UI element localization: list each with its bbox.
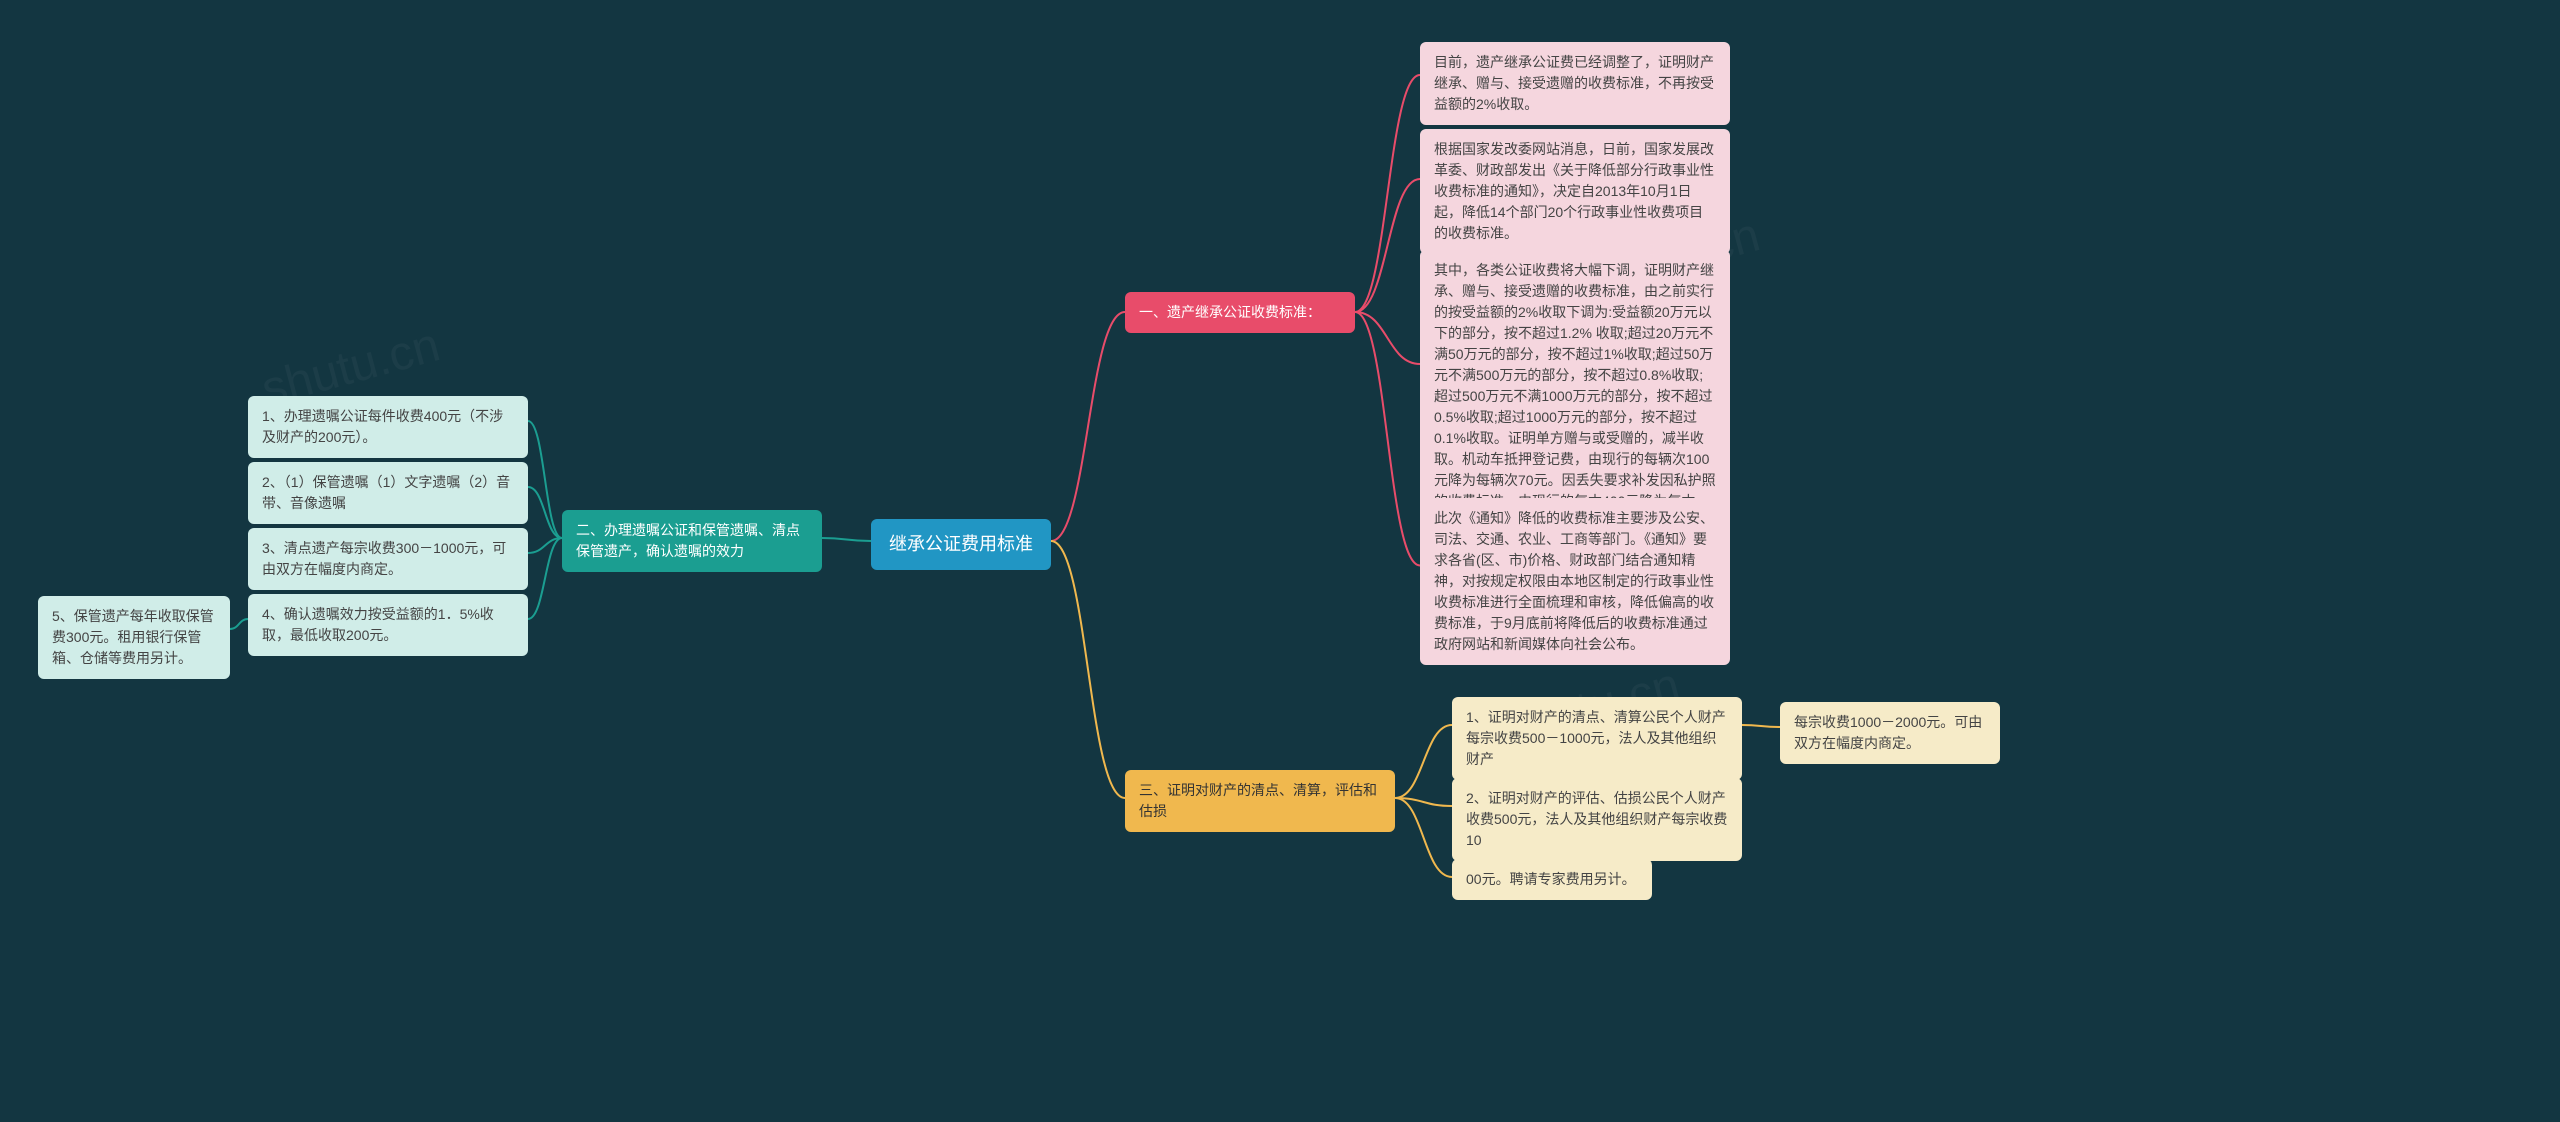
branch-3-leaf: 00元。聘请专家费用另计。	[1452, 859, 1652, 900]
branch-2-leaf: 3、清点遗产每宗收费300－1000元，可由双方在幅度内商定。	[248, 528, 528, 590]
branch-3-leaf: 1、证明对财产的清点、清算公民个人财产每宗收费500－1000元，法人及其他组织…	[1452, 697, 1742, 780]
branch-1-leaf: 根据国家发改委网站消息，日前，国家发展改革委、财政部发出《关于降低部分行政事业性…	[1420, 129, 1730, 254]
branch-1-leaf: 目前，遗产继承公证费已经调整了，证明财产继承、赠与、接受遗赠的收费标准，不再按受…	[1420, 42, 1730, 125]
branch-2-leaf: 2、（1）保管遗嘱（1）文字遗嘱（2）音带、音像遗嘱	[248, 462, 528, 524]
branch-2-leaf-sub: 5、保管遗产每年收取保管费300元。租用银行保管箱、仓储等费用另计。	[38, 596, 230, 679]
root-node: 继承公证费用标准	[871, 519, 1051, 570]
branch-1-leaf: 此次《通知》降低的收费标准主要涉及公安、司法、交通、农业、工商等部门。《通知》要…	[1420, 498, 1730, 665]
branch-1: 一、遗产继承公证收费标准：	[1125, 292, 1355, 333]
branch-3: 三、证明对财产的清点、清算，评估和估损	[1125, 770, 1395, 832]
branch-2: 二、办理遗嘱公证和保管遗嘱、清点保管遗产，确认遗嘱的效力	[562, 510, 822, 572]
branch-3-leaf-sub: 每宗收费1000－2000元。可由双方在幅度内商定。	[1780, 702, 2000, 764]
branch-2-leaf: 4、确认遗嘱效力按受益额的1．5%收取，最低收取200元。	[248, 594, 528, 656]
branch-3-leaf: 2、证明对财产的评估、估损公民个人财产收费500元，法人及其他组织财产每宗收费1…	[1452, 778, 1742, 861]
branch-2-leaf: 1、办理遗嘱公证每件收费400元（不涉及财产的200元）。	[248, 396, 528, 458]
